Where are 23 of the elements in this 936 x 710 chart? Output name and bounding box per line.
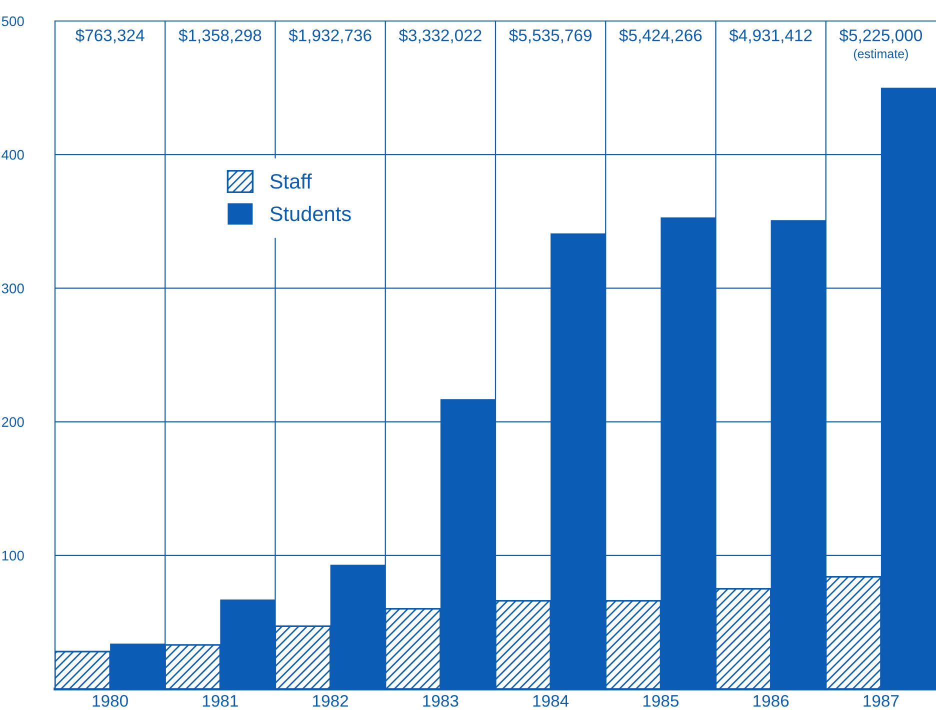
x-tick-label: 1984 — [533, 694, 569, 707]
x-tick-label: 1983 — [423, 694, 458, 707]
x-tick-label: 1980 — [92, 694, 128, 707]
y-tick-label: 400 — [2, 150, 24, 160]
x-tick-label: 1987 — [864, 694, 899, 707]
x-tick-label: 1982 — [313, 694, 348, 707]
y-tick-label: 500 — [2, 16, 24, 26]
x-tick-label: 1986 — [754, 694, 789, 707]
annotation: $5,535,769 — [509, 28, 592, 44]
legend-label: Students — [270, 206, 351, 222]
x-tick-label: 1981 — [202, 694, 238, 707]
y-tick-label: 200 — [2, 417, 24, 427]
annotation: $763,324 — [75, 28, 144, 44]
y-tick-label: 100 — [2, 550, 24, 561]
annotation: $3,332,022 — [398, 28, 482, 44]
x-tick-label: 1985 — [643, 694, 679, 707]
annotation: $1,932,736 — [288, 28, 372, 44]
legend-label: Staff — [270, 173, 312, 189]
y-tick-label: 300 — [2, 284, 24, 294]
annotation: $4,931,412 — [729, 28, 812, 44]
annotation: $1,358,298 — [178, 28, 262, 44]
annotation: $5,424,266 — [619, 28, 702, 44]
annotation: $5,225,000 (estimate) — [839, 28, 922, 61]
